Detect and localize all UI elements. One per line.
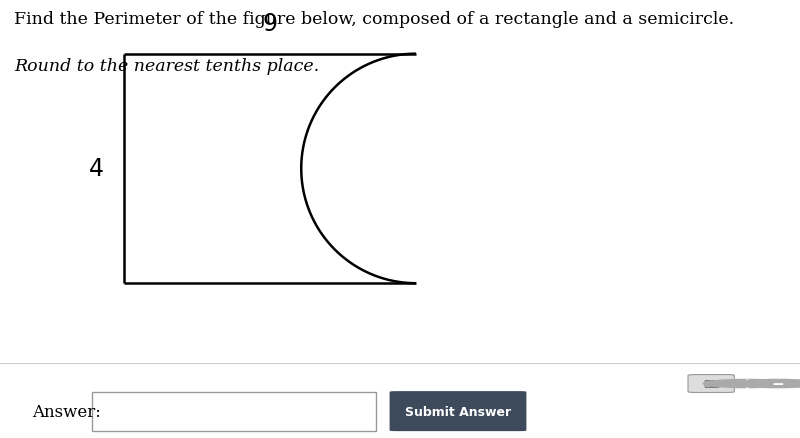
FancyBboxPatch shape [92,392,376,431]
Text: Answer:: Answer: [32,403,101,420]
Circle shape [734,380,800,388]
FancyBboxPatch shape [688,374,734,392]
Text: ⌨: ⌨ [703,379,719,389]
Text: −: − [771,376,784,391]
FancyBboxPatch shape [390,391,526,431]
Circle shape [703,380,791,388]
Text: Find the Perimeter of the figure below, composed of a rectangle and a semicircle: Find the Perimeter of the figure below, … [14,11,734,28]
Text: 4: 4 [89,157,104,181]
Text: Round to the nearest tenths place.: Round to the nearest tenths place. [14,58,319,75]
Text: 9: 9 [262,12,278,36]
Text: +: + [741,376,754,391]
Text: Submit Answer: Submit Answer [406,405,511,418]
